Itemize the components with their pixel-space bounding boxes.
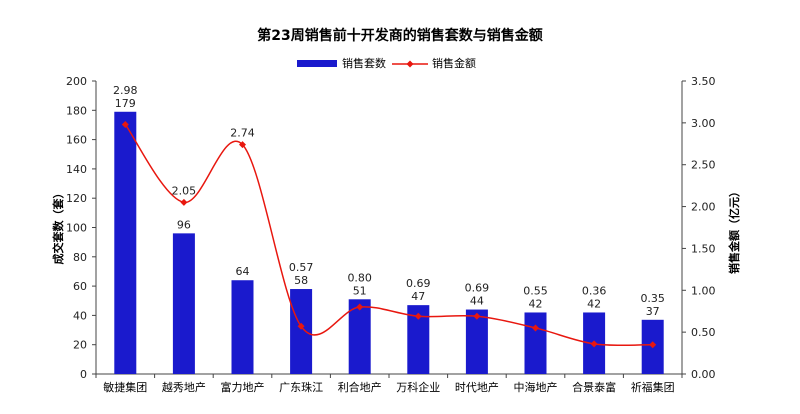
y-right-tick-label: 0.00 bbox=[691, 368, 716, 381]
y-left-tick-label: 0 bbox=[80, 368, 87, 381]
y-left-tick-label: 180 bbox=[66, 104, 87, 117]
line-point bbox=[414, 312, 422, 320]
line-point bbox=[356, 303, 364, 311]
bar-value-label: 96 bbox=[177, 218, 191, 231]
line-value-label: 0.55 bbox=[523, 284, 548, 297]
category-label: 越秀地产 bbox=[162, 380, 206, 394]
y-left-tick-label: 20 bbox=[73, 339, 87, 352]
y-left-tick-label: 40 bbox=[73, 309, 87, 322]
y-right-tick-label: 3.50 bbox=[691, 75, 716, 88]
line-value-label: 0.35 bbox=[640, 292, 665, 305]
y-right-tick-label: 1.50 bbox=[691, 242, 716, 255]
bar-value-label: 179 bbox=[115, 97, 136, 110]
y-left-tick-label: 80 bbox=[73, 251, 87, 264]
y-left-tick-label: 160 bbox=[66, 134, 87, 147]
bar-value-label: 51 bbox=[353, 284, 367, 297]
line-value-label: 0.36 bbox=[582, 284, 607, 297]
legend-bar-swatch bbox=[297, 60, 337, 67]
line-point bbox=[239, 141, 246, 149]
legend: 销售套数 销售金额 bbox=[297, 56, 476, 70]
y-right-tick-label: 2.00 bbox=[691, 201, 716, 214]
line-value-label: 0.80 bbox=[347, 271, 372, 284]
bar-value-label: 42 bbox=[529, 297, 543, 310]
line-value-label: 0.69 bbox=[406, 277, 431, 290]
y-right-tick-label: 0.50 bbox=[691, 326, 716, 339]
category-label: 中海地产 bbox=[514, 380, 558, 394]
legend-line-marker bbox=[406, 60, 414, 68]
legend-bar-label: 销售套数 bbox=[342, 56, 386, 70]
bar-value-label: 44 bbox=[470, 295, 484, 308]
line-point bbox=[532, 324, 539, 332]
y-left-tick-label: 120 bbox=[66, 192, 87, 205]
category-label: 时代地产 bbox=[455, 380, 499, 394]
y-right-tick-label: 1.00 bbox=[691, 284, 716, 297]
line-point bbox=[590, 340, 598, 348]
category-label: 合景泰富 bbox=[572, 380, 616, 394]
category-label: 富力地产 bbox=[221, 380, 265, 394]
bar bbox=[290, 289, 313, 374]
plot-area: 0 20 40 60 80 100 120 140 160 180 200 0.00 0.50 1.00 1… bbox=[66, 75, 716, 394]
bar bbox=[465, 309, 488, 374]
chart-title: 第23周销售前十开发商的销售套数与销售金额 bbox=[257, 27, 542, 44]
line-point bbox=[180, 198, 188, 206]
bar bbox=[407, 305, 430, 374]
line-value-label: 2.98 bbox=[113, 84, 138, 97]
category-label: 万科企业 bbox=[396, 380, 440, 394]
y-left-tick-label: 60 bbox=[73, 280, 87, 293]
y-left-tick-label: 100 bbox=[66, 222, 87, 235]
line-value-label: 2.74 bbox=[230, 127, 255, 140]
category-label: 广东珠江 bbox=[279, 380, 323, 394]
y-left-axis-title: 成交套数（套） bbox=[51, 188, 65, 265]
series-line bbox=[124, 124, 653, 347]
legend-line-label: 销售金额 bbox=[432, 56, 476, 70]
category-label: 敏捷集团 bbox=[103, 380, 147, 394]
bar bbox=[524, 312, 547, 374]
category-label: 祈福集团 bbox=[631, 380, 675, 394]
bar-value-label: 58 bbox=[294, 274, 308, 287]
line-value-label: 0.69 bbox=[465, 282, 490, 295]
bar-value-label: 42 bbox=[587, 297, 601, 310]
bar bbox=[348, 299, 371, 374]
y-left-tick-label: 140 bbox=[66, 163, 87, 176]
line-value-label: 2.05 bbox=[172, 184, 197, 197]
bar-value-label: 37 bbox=[646, 305, 660, 318]
y-right-tick-label: 2.50 bbox=[691, 159, 716, 172]
line-point bbox=[473, 312, 481, 320]
line-value-label: 0.57 bbox=[289, 261, 314, 274]
line-point bbox=[297, 322, 305, 330]
line-point bbox=[649, 341, 657, 349]
y-right-axis-title: 销售金额（亿元） bbox=[727, 186, 741, 274]
bar bbox=[231, 280, 254, 374]
y-left-tick-label: 200 bbox=[66, 75, 87, 88]
category-label: 利合地产 bbox=[338, 380, 382, 394]
bar-value-label: 47 bbox=[411, 290, 425, 303]
bar-value-label: 64 bbox=[236, 265, 250, 278]
line-point bbox=[121, 121, 129, 129]
bar bbox=[114, 111, 137, 374]
bar bbox=[172, 233, 195, 374]
y-right-tick-label: 3.00 bbox=[691, 117, 716, 130]
